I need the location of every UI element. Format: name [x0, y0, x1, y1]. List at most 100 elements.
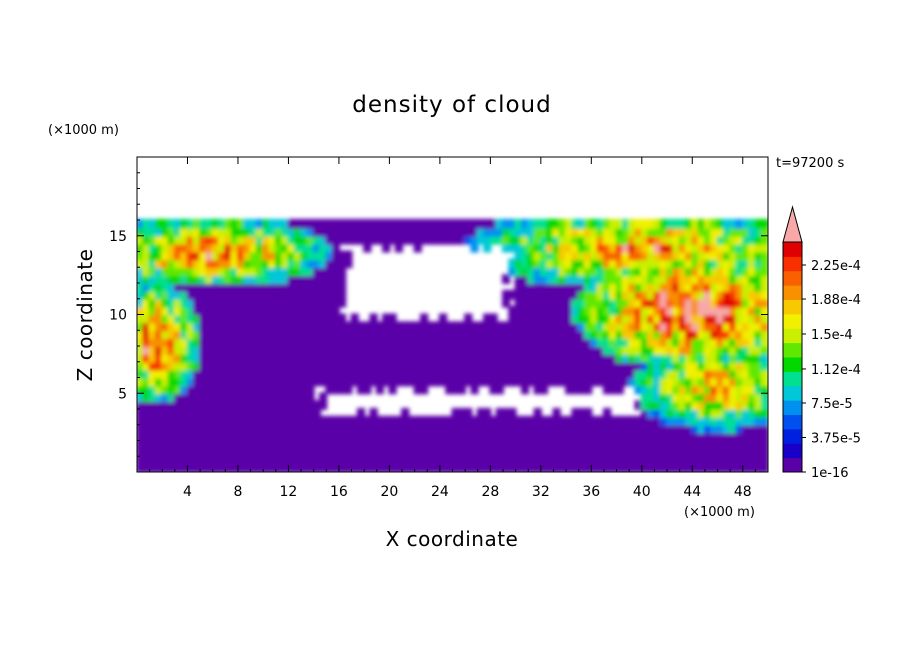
density-cell: [741, 368, 751, 379]
density-cell: [735, 352, 744, 363]
density-cell: [281, 274, 290, 284]
density-cell: [748, 313, 757, 324]
density-cell: [300, 266, 309, 277]
density-cell: [382, 463, 391, 472]
density-cell: [293, 242, 303, 253]
density-cell: [300, 305, 309, 316]
density-cell: [666, 400, 675, 410]
density-cell: [590, 415, 599, 426]
density-cell: [634, 321, 643, 332]
density-cell: [760, 337, 768, 347]
density-cell: [318, 297, 328, 308]
density-cell: [293, 352, 303, 363]
density-cell: [331, 337, 340, 347]
density-cell: [192, 368, 202, 379]
density-cell: [546, 423, 555, 434]
density-cell: [337, 415, 347, 426]
density-cell: [230, 258, 239, 269]
density-cell: [274, 313, 284, 324]
density-cell: [167, 439, 176, 450]
density-cell: [678, 415, 687, 426]
density-cell: [659, 384, 669, 395]
density-cell: [571, 297, 580, 308]
density-cell: [735, 392, 744, 403]
density-cell: [173, 234, 183, 245]
density-cell: [470, 329, 479, 340]
density-cell: [445, 337, 454, 347]
density-cell: [325, 258, 334, 269]
density-cell: [590, 289, 599, 300]
density-cell: [306, 297, 315, 308]
density-cell: [287, 258, 296, 269]
density-cell: [691, 392, 700, 403]
density-cell: [167, 266, 176, 277]
density-cell: [388, 352, 397, 363]
density-cell: [754, 368, 763, 379]
density-cell: [382, 234, 391, 245]
density-cell: [224, 305, 233, 316]
density-cell: [621, 297, 631, 308]
density-cell: [621, 415, 631, 426]
density-cell: [161, 226, 170, 237]
density-cell: [312, 352, 321, 363]
density-cell: [571, 234, 580, 245]
density-cell: [533, 345, 542, 355]
density-cell: [154, 439, 164, 450]
density-cell: [678, 274, 687, 284]
density-cell: [375, 226, 385, 237]
density-cell: [142, 439, 151, 450]
density-cell: [609, 226, 618, 237]
density-cell: [255, 219, 265, 229]
density-cell: [621, 455, 631, 466]
density-cell: [262, 234, 271, 245]
density-cell: [527, 242, 536, 253]
density-cell: [533, 463, 542, 472]
density-cell: [722, 463, 732, 472]
density-cell: [710, 321, 719, 332]
density-cell: [199, 297, 208, 308]
density-cell: [356, 352, 366, 363]
density-cell: [716, 226, 725, 237]
density-cell: [137, 250, 145, 261]
density-cell: [476, 447, 486, 458]
density-cell: [137, 400, 145, 410]
density-cell: [741, 274, 751, 284]
density-cell: [640, 368, 650, 379]
density-cell: [255, 242, 265, 253]
density-cell: [249, 234, 258, 245]
density-cell: [666, 321, 675, 332]
density-cell: [413, 360, 422, 371]
density-cell: [243, 439, 252, 450]
density-cell: [565, 439, 574, 450]
density-cell: [754, 463, 763, 472]
density-cell: [722, 360, 732, 371]
density-cell: [451, 431, 460, 442]
density-cell: [350, 226, 359, 237]
density-cell: [413, 463, 422, 472]
density-cell: [363, 439, 372, 450]
density-cell: [211, 360, 221, 371]
density-cell: [609, 352, 618, 363]
density-cell: [230, 415, 239, 426]
density-cell: [438, 360, 448, 371]
density-cell: [552, 274, 561, 284]
density-cell: [268, 226, 277, 237]
density-cell: [363, 321, 372, 332]
density-cell: [137, 376, 145, 387]
density-cell: [199, 258, 208, 269]
density-cell: [584, 376, 593, 387]
density-cell: [173, 368, 183, 379]
density-cell: [495, 431, 504, 442]
density-cell: [684, 274, 694, 284]
density-cell: [716, 258, 725, 269]
density-cell: [754, 305, 763, 316]
density-cell: [558, 455, 568, 466]
density-cell: [634, 242, 643, 253]
density-cell: [249, 408, 258, 418]
density-cell: [325, 234, 334, 245]
density-cell: [615, 219, 624, 229]
density-cell: [344, 463, 353, 472]
density-cell: [369, 415, 378, 426]
density-cell: [312, 313, 321, 324]
